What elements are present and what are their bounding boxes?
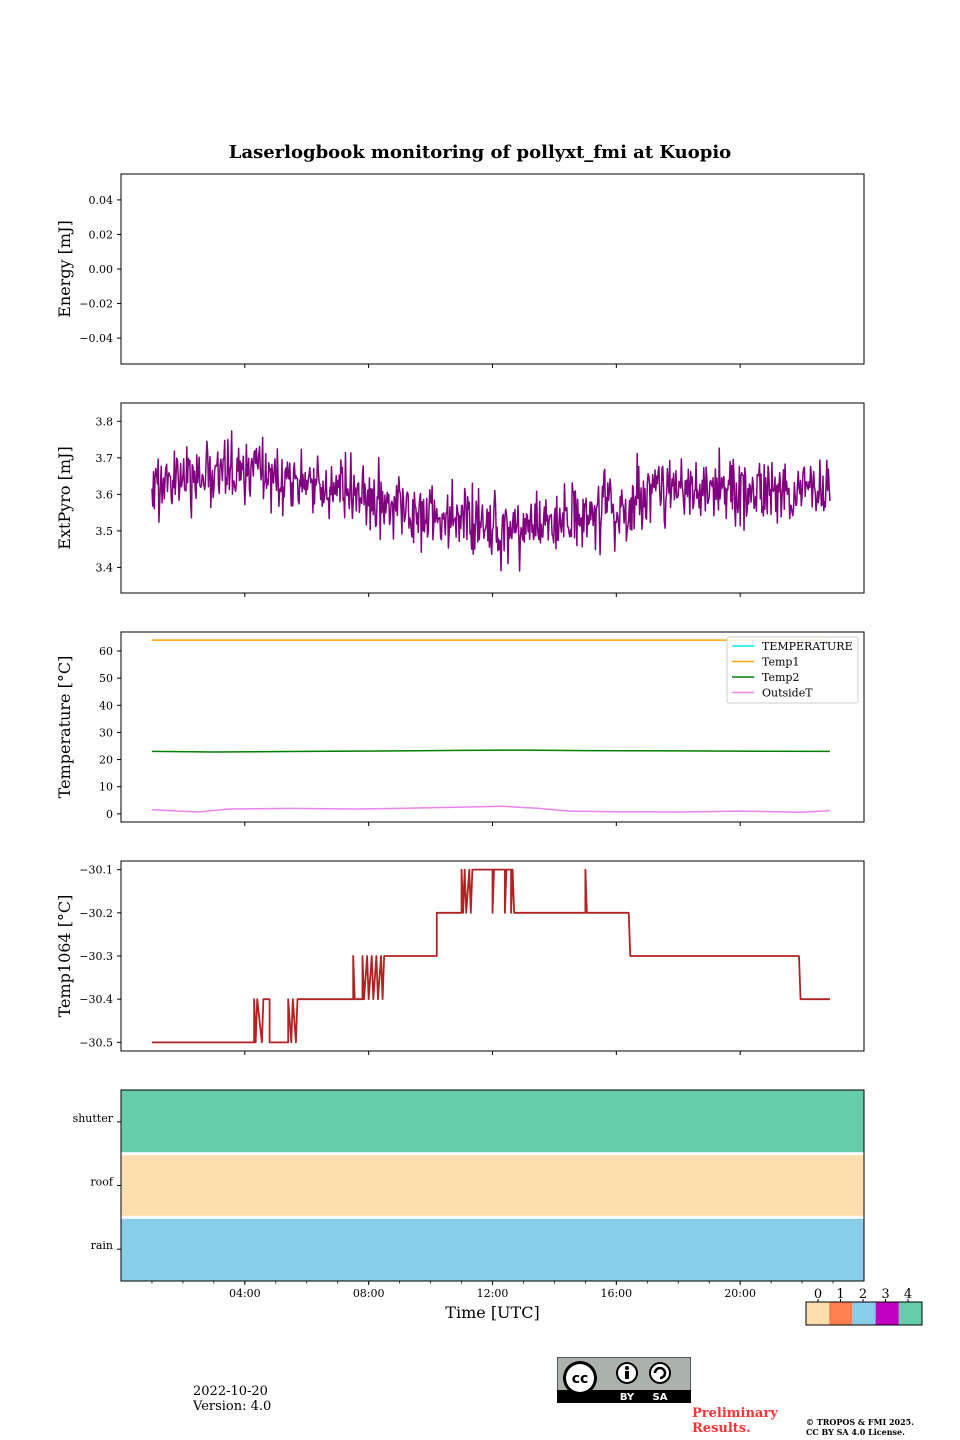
xtick-label: 12:00	[477, 1287, 509, 1300]
energy-ytick-label: −0.04	[79, 332, 113, 345]
series-line-outsidet	[151, 805, 830, 813]
temp1064-ytick-label: −30.3	[79, 950, 113, 963]
colorbar-tick-label: 1	[836, 1287, 844, 1302]
copyright-note: © TROPOS & FMI 2025. CC BY SA 4.0 Licens…	[806, 1417, 956, 1437]
temp1064-ytick-label: −30.5	[79, 1036, 113, 1049]
status-row-shutter	[121, 1090, 864, 1153]
extpyro-ytick-label: 3.8	[96, 415, 114, 428]
status-row-roof	[121, 1155, 864, 1216]
extpyro-frame	[120, 402, 865, 594]
status-label-rain: rain	[91, 1239, 113, 1252]
extpyro-ytick-label: 3.5	[96, 525, 114, 538]
xtick-label: 20:00	[724, 1287, 756, 1300]
panel-extpyro: 3.8 3.7 3.6 3.5 3.4 ExtPyro [mJ]	[55, 402, 865, 597]
colorbar-swatch-0	[806, 1302, 830, 1325]
sa-icon	[651, 1364, 669, 1382]
xtick-label: 08:00	[353, 1287, 385, 1300]
temp1064-ytick-label: −30.2	[79, 907, 113, 920]
legend-label-temp2: Temp2	[762, 671, 799, 684]
temp1064-ytick-label: −30.4	[79, 993, 113, 1006]
legend-label-temp1: Temp1	[762, 656, 799, 669]
copyright-line-1: © TROPOS & FMI 2025.	[806, 1417, 915, 1427]
temperature-ytick-label: 10	[99, 781, 113, 794]
xtick-label: 16:00	[600, 1287, 632, 1300]
colorbar-swatch-4	[898, 1302, 922, 1325]
temp1064-plot-area	[151, 868, 830, 1044]
copyright-line-2: CC BY SA 4.0 License.	[806, 1427, 905, 1437]
energy-frame	[120, 173, 865, 365]
chart-title: Laserlogbook monitoring of pollyxt_fmi a…	[229, 142, 731, 163]
extpyro-plot-area	[151, 430, 831, 572]
temperature-legend: TEMPERATURE Temp1 Temp2 OutsideT	[726, 636, 859, 704]
sa-label: SA	[653, 1392, 668, 1403]
temp1064-ylabel: Temp1064 [°C]	[55, 895, 74, 1018]
colorbar-tick-label: 2	[859, 1287, 867, 1302]
colorbar-tick-label: 0	[814, 1287, 822, 1302]
temperature-ytick-label: 30	[99, 726, 113, 739]
legend-frame	[726, 636, 859, 704]
colorbar-frame	[805, 1301, 923, 1326]
date-label: 2022-10-20	[193, 1384, 268, 1399]
extpyro-ytick-label: 3.4	[96, 561, 114, 574]
by-label: BY	[620, 1392, 635, 1403]
preliminary-results-note: Preliminary Results.	[692, 1406, 778, 1436]
version-label: Version: 4.0	[193, 1399, 272, 1414]
energy-ytick-label: 0.04	[89, 194, 114, 207]
temperature-ytick-label: 40	[99, 699, 113, 712]
energy-ytick-label: 0.00	[89, 263, 114, 276]
energy-ylabel: Energy [mJ]	[55, 220, 74, 318]
status-label-roof: roof	[90, 1176, 114, 1189]
colorbar-swatch-1	[829, 1302, 853, 1325]
temp1064-ytick-label: −30.1	[79, 864, 113, 877]
temperature-ylabel: Temperature [°C]	[55, 656, 74, 799]
extpyro-ylabel: ExtPyro [mJ]	[55, 446, 74, 549]
status-label-shutter: shutter	[73, 1112, 114, 1125]
legend-label-temperature: TEMPERATURE	[762, 640, 853, 653]
colorbar-tick-label: 3	[881, 1287, 889, 1302]
colorbar-swatch-3	[875, 1302, 899, 1325]
temperature-ytick-label: 60	[99, 645, 113, 658]
extpyro-ytick-label: 3.6	[96, 488, 114, 501]
x-axis-label: Time [UTC]	[445, 1303, 539, 1322]
temperature-ytick-label: 0	[106, 808, 113, 821]
xtick-label: 04:00	[229, 1287, 261, 1300]
panel-energy: 0.04 0.02 0.00 −0.02 −0.04 Energy [mJ]	[55, 173, 865, 368]
colorbar-swatch-2	[852, 1302, 876, 1325]
energy-ytick-label: 0.02	[89, 228, 114, 241]
energy-ytick-label: −0.02	[79, 298, 113, 311]
series-line-extpyro	[151, 430, 831, 572]
temperature-plot-area	[151, 639, 830, 813]
cc-text: cc	[572, 1371, 589, 1387]
panel-temperature: 60 50 40 30 20 10 0 Temperature [°C] TEMPERATURE…	[55, 631, 865, 826]
date-version-block: 2022-10-20 Version: 4.0	[193, 1384, 271, 1414]
temperature-ytick-label: 20	[99, 754, 113, 767]
series-line-temp1064	[151, 868, 830, 1044]
legend-label-outsidet: OutsideT	[762, 687, 813, 700]
status-row-rain	[121, 1218, 864, 1281]
status-panel: shutter roof rain 04:00 08:00 12:00 16:00 20:00…	[73, 1089, 865, 1322]
series-line-temp2	[151, 749, 830, 753]
panel-temp1064: −30.1 −30.2 −30.3 −30.4 −30.5 Temp1064 [°C]	[55, 860, 865, 1055]
temperature-ytick-label: 50	[99, 672, 113, 685]
colorbar-tick-label: 4	[904, 1287, 912, 1302]
cc-license-badge: cc BY SA	[557, 1357, 691, 1403]
extpyro-ytick-label: 3.7	[96, 452, 114, 465]
